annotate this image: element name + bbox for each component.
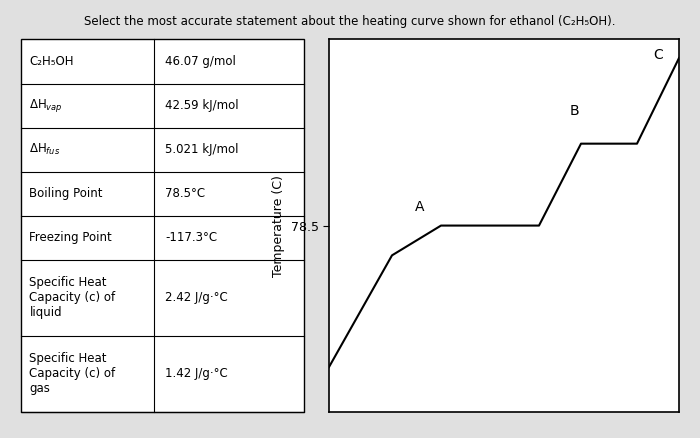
Text: -117.3°C: -117.3°C bbox=[165, 231, 217, 244]
Text: C₂H₅OH: C₂H₅OH bbox=[29, 55, 74, 68]
Text: Boiling Point: Boiling Point bbox=[29, 187, 103, 200]
Y-axis label: Temperature (C): Temperature (C) bbox=[272, 175, 285, 276]
Text: ΔH$_{vap}$: ΔH$_{vap}$ bbox=[29, 97, 63, 114]
Text: Select the most accurate statement about the heating curve shown for ethanol (C₂: Select the most accurate statement about… bbox=[84, 15, 616, 28]
Text: 5.021 kJ/mol: 5.021 kJ/mol bbox=[165, 143, 239, 156]
Text: Specific Heat
Capacity (c) of
gas: Specific Heat Capacity (c) of gas bbox=[29, 352, 116, 395]
Text: A: A bbox=[415, 201, 425, 214]
Text: 46.07 g/mol: 46.07 g/mol bbox=[165, 55, 236, 68]
Text: B: B bbox=[569, 104, 579, 117]
Text: 78.5°C: 78.5°C bbox=[165, 187, 205, 200]
Text: ΔH$_{fus}$: ΔH$_{fus}$ bbox=[29, 142, 61, 157]
Text: C: C bbox=[653, 48, 663, 62]
Text: Specific Heat
Capacity (c) of
liquid: Specific Heat Capacity (c) of liquid bbox=[29, 276, 116, 319]
Text: Freezing Point: Freezing Point bbox=[29, 231, 112, 244]
Text: 2.42 J/g·°C: 2.42 J/g·°C bbox=[165, 291, 228, 304]
Text: 42.59 kJ/mol: 42.59 kJ/mol bbox=[165, 99, 239, 112]
Text: 1.42 J/g·°C: 1.42 J/g·°C bbox=[165, 367, 228, 380]
